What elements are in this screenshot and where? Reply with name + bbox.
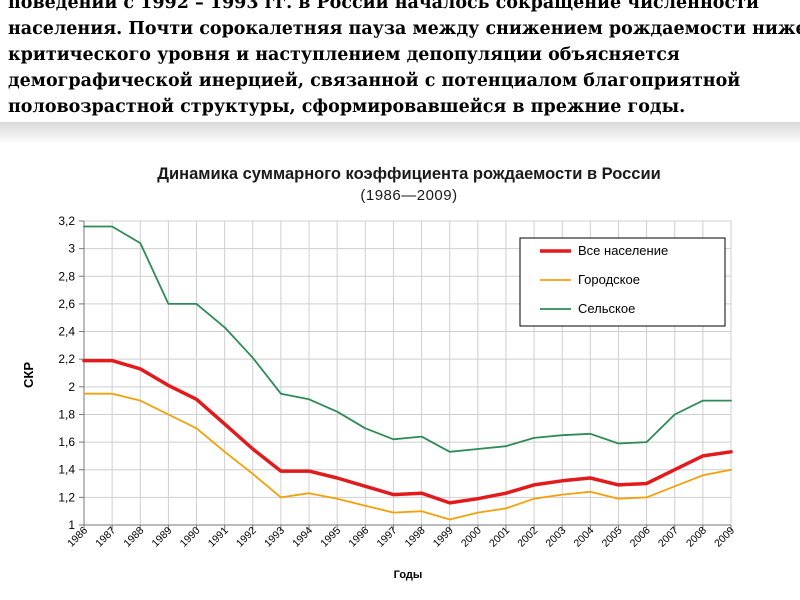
x-tick-label: 2000 xyxy=(459,525,484,550)
chart-subtitle: (1986—2009) xyxy=(360,187,457,204)
x-tick-label: 2003 xyxy=(543,525,568,550)
x-tick-label: 1995 xyxy=(318,525,343,550)
x-tick-label: 2009 xyxy=(712,525,737,550)
x-tick-label: 1999 xyxy=(431,525,456,550)
x-tick-label: 1998 xyxy=(403,525,428,550)
y-tick-label: 2 xyxy=(68,380,75,394)
y-axis-label: СКР xyxy=(21,362,36,388)
x-tick-label: 1997 xyxy=(375,525,400,550)
text-line: поведении с 1992 – 1993 гг. в России нач… xyxy=(8,0,759,13)
legend-entry: Все население xyxy=(578,243,668,258)
text-line: критического уровня и наступлением депоп… xyxy=(8,45,680,65)
x-tick-label: 1991 xyxy=(206,525,231,550)
x-tick-label: 2008 xyxy=(684,525,709,550)
x-tick-label: 1988 xyxy=(121,525,146,550)
x-tick-label: 2006 xyxy=(628,525,653,550)
y-tick-label: 1,8 xyxy=(58,407,75,421)
y-tick-label: 3,2 xyxy=(58,214,75,228)
x-tick-label: 2005 xyxy=(600,525,625,550)
text-line: населения. Почти сорокалетняя пауза межд… xyxy=(8,19,800,39)
x-tick-label: 1987 xyxy=(93,525,118,550)
x-tick-label: 1996 xyxy=(346,525,371,550)
y-tick-label: 1,4 xyxy=(58,463,75,477)
y-tick-label: 2,4 xyxy=(58,325,75,339)
y-tick-label: 2,8 xyxy=(58,269,75,283)
x-tick-label: 2001 xyxy=(487,525,512,550)
tfr-line-chart: Динамика суммарного коэффициента рождаем… xyxy=(21,165,737,581)
x-tick-label: 2007 xyxy=(656,525,681,550)
text-line: половозрастной структуры, сформировавшей… xyxy=(8,97,686,117)
y-tick-label: 2,6 xyxy=(58,297,75,311)
y-tick-label: 2,2 xyxy=(58,352,75,366)
series-line-3 xyxy=(83,225,732,453)
legend-entry: Городское xyxy=(578,272,640,287)
x-axis-label: Годы xyxy=(394,569,423,581)
x-tick-label: 1992 xyxy=(234,525,259,550)
chart-title: Динамика суммарного коэффициента рождаем… xyxy=(157,165,661,183)
x-tick-label: 1993 xyxy=(262,525,287,550)
x-tick-label: 2004 xyxy=(571,525,596,550)
slide-body-text: поведении с 1992 – 1993 гг. в России нач… xyxy=(0,0,800,120)
legend-entry: Сельское xyxy=(578,301,635,316)
series-line-1 xyxy=(82,358,733,505)
y-tick-label: 1,6 xyxy=(58,435,75,449)
divider-shadow xyxy=(0,122,800,144)
y-tick-label: 1,2 xyxy=(58,490,75,504)
series-line-2 xyxy=(83,392,732,521)
y-tick-label: 1 xyxy=(68,518,75,532)
x-tick-label: 1994 xyxy=(290,525,315,550)
x-tick-label: 1990 xyxy=(178,525,203,550)
text-line: демографической инерцией, связанной с по… xyxy=(8,71,741,91)
x-tick-label: 1989 xyxy=(150,525,175,550)
y-tick-label: 3 xyxy=(68,242,75,256)
x-tick-label: 2002 xyxy=(515,525,540,550)
